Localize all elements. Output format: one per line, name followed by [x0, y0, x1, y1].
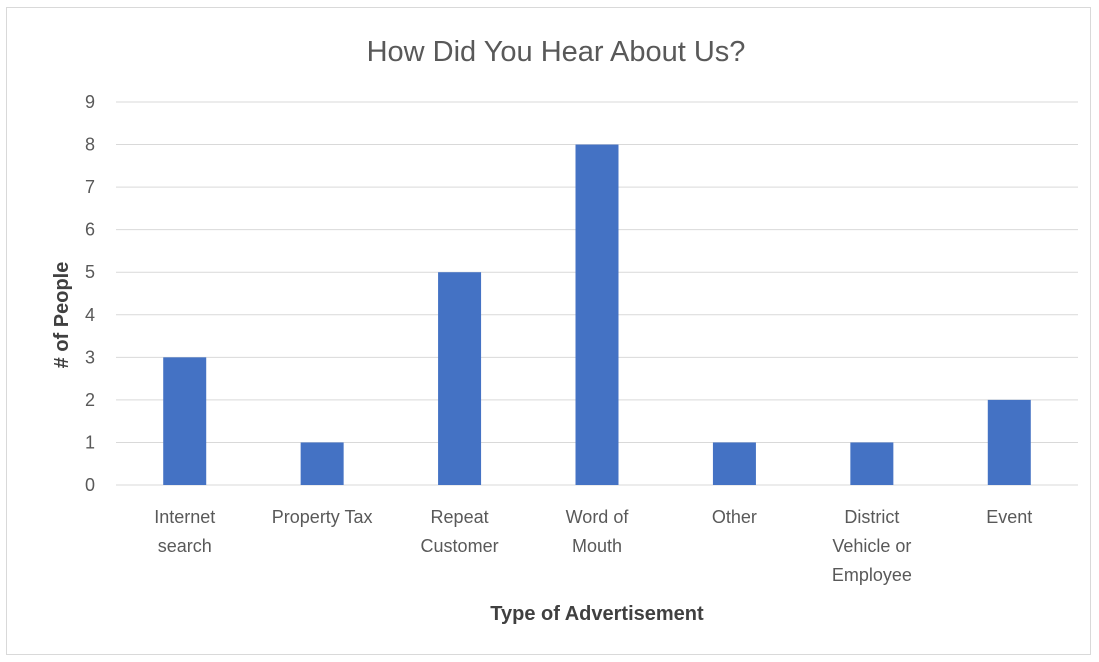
y-tick-label: 5: [85, 262, 95, 282]
x-tick-label: Property Tax: [272, 507, 373, 527]
bar: [850, 442, 894, 485]
x-tick-label: Repeat Customer: [421, 507, 499, 556]
bar: [987, 399, 1031, 485]
y-tick-label: 4: [85, 305, 95, 325]
x-tick-label: Other: [712, 507, 757, 527]
x-tick-label: District Vehicle or Employee: [832, 507, 912, 585]
bar: [575, 144, 619, 486]
y-tick-label: 1: [85, 432, 95, 452]
y-tick-label: 0: [85, 475, 95, 495]
y-tick-label: 6: [85, 220, 95, 240]
y-tick-label: 9: [85, 92, 95, 112]
x-tick-label: Internet search: [154, 507, 215, 556]
x-tick-label: Word of Mouth: [566, 507, 630, 556]
y-tick-label: 3: [85, 347, 95, 367]
y-tick-label: 2: [85, 390, 95, 410]
chart-frame: [6, 7, 1091, 655]
bar: [300, 442, 344, 485]
chart-title: How Did You Hear About Us?: [367, 36, 746, 68]
y-tick-label: 8: [85, 135, 95, 155]
y-tick-labels: 0 1 2 3 4 5 6 7 8 9: [85, 92, 95, 495]
bar: [712, 442, 756, 485]
bars: [163, 144, 1031, 486]
bar: [163, 357, 207, 485]
y-axis-title: # of People: [51, 262, 73, 369]
bar: [438, 272, 482, 485]
x-axis-title: Type of Advertisement: [490, 603, 704, 625]
x-tick-label: Event: [986, 507, 1032, 527]
y-tick-label: 7: [85, 177, 95, 197]
x-tick-labels: Internet search Property Tax Repeat Customer…: [154, 507, 1032, 585]
